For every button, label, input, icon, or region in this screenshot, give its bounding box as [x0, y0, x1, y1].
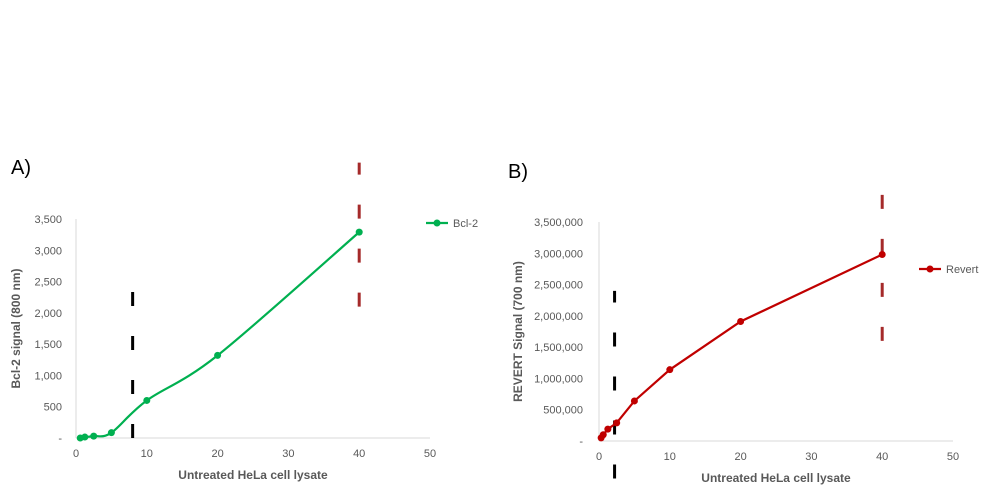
y-tick-label: 1,500 — [34, 339, 62, 351]
data-point — [630, 397, 638, 405]
y-tick-label: 500,000 — [543, 405, 583, 417]
data-point — [90, 432, 98, 440]
series-line — [600, 253, 883, 439]
y-tick-label: 2,000,000 — [534, 311, 583, 323]
panel-b-chart: B) - 500,000 1,000,000 1,500,000 2,000,000 2,5… — [508, 161, 978, 485]
x-tick-label: 40 — [876, 451, 888, 463]
y-tick-label: 2,500 — [34, 277, 62, 289]
legend-marker — [433, 219, 441, 227]
data-point — [666, 366, 674, 374]
data-point — [214, 351, 222, 359]
y-tick-label: - — [58, 433, 62, 445]
x-tick-label: 0 — [596, 451, 602, 463]
y-tick-label: 1,000 — [34, 370, 62, 382]
series-line — [80, 231, 360, 440]
y-tick-label: 3,000,000 — [534, 248, 583, 260]
y-tick-label: 3,500,000 — [534, 217, 583, 229]
y-tick-label: 1,000,000 — [534, 373, 583, 385]
data-point — [878, 251, 886, 259]
data-point — [737, 317, 745, 325]
x-axis-title: Untreated HeLa cell lysate — [178, 468, 328, 482]
y-tick-label: 3,000 — [34, 245, 62, 257]
data-point — [604, 425, 612, 433]
data-point — [143, 396, 151, 404]
x-tick-label: 20 — [211, 448, 223, 460]
y-tick-label: 500 — [44, 402, 62, 414]
x-tick-label: 10 — [664, 451, 676, 463]
data-point — [599, 431, 607, 439]
legend-marker — [926, 265, 934, 273]
y-tick-label: 2,000 — [34, 308, 62, 320]
panel-label: A) — [11, 157, 31, 179]
data-point — [107, 429, 115, 437]
y-axis-title: Bcl-2 signal (800 nm) — [9, 268, 23, 388]
y-tick-label: 2,500,000 — [534, 280, 583, 292]
panel-label: B) — [508, 161, 528, 183]
x-tick-label: 40 — [353, 448, 365, 460]
data-point — [613, 419, 621, 427]
x-tick-label: 10 — [141, 448, 153, 460]
x-tick-label: 30 — [282, 448, 294, 460]
y-tick-label: 1,500,000 — [534, 342, 583, 354]
x-tick-label: 50 — [424, 448, 436, 460]
x-tick-label: 0 — [73, 448, 79, 460]
x-tick-label: 20 — [734, 451, 746, 463]
y-axis-title: REVERT Signal (700 nm) — [511, 261, 525, 402]
legend-label: Bcl-2 — [453, 218, 478, 230]
panel-a-chart: A) - 500 1,000 1,500 2,000 2,500 3,000 3,500 0 10 2… — [9, 157, 478, 482]
legend-label: Revert — [946, 264, 978, 276]
x-axis-title: Untreated HeLa cell lysate — [701, 471, 851, 485]
data-point — [355, 228, 363, 236]
x-tick-label: 30 — [805, 451, 817, 463]
x-tick-label: 50 — [947, 451, 959, 463]
y-tick-label: 3,500 — [34, 214, 62, 226]
data-point — [81, 433, 89, 441]
y-tick-label: - — [579, 436, 583, 448]
